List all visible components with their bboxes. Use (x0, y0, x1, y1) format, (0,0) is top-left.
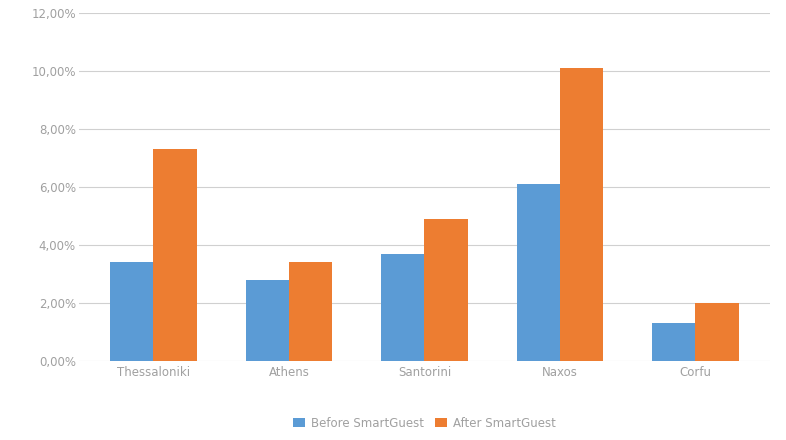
Bar (696, 303, 739, 361)
Bar (110, 262, 153, 361)
Legend: Before SmartGuest, After SmartGuest: Before SmartGuest, After SmartGuest (288, 412, 560, 434)
Bar (652, 323, 696, 361)
Bar (153, 149, 196, 361)
Bar (245, 280, 289, 361)
Bar (289, 262, 332, 361)
Bar (516, 184, 560, 361)
Bar (424, 219, 468, 361)
Bar (560, 68, 604, 361)
Bar (381, 253, 424, 361)
